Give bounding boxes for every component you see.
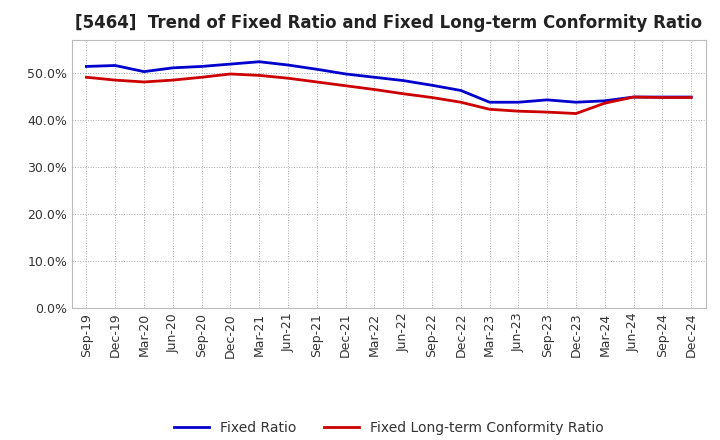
- Fixed Long-term Conformity Ratio: [658, 95, 667, 100]
- Fixed Long-term Conformity Ratio: [370, 87, 379, 92]
- Fixed Long-term Conformity Ratio: [255, 73, 264, 78]
- Fixed Long-term Conformity Ratio: [111, 77, 120, 83]
- Fixed Ratio: [600, 98, 609, 103]
- Fixed Ratio: [658, 95, 667, 100]
- Fixed Ratio: [341, 71, 350, 77]
- Line: Fixed Ratio: Fixed Ratio: [86, 62, 691, 102]
- Fixed Long-term Conformity Ratio: [226, 71, 235, 77]
- Fixed Ratio: [543, 97, 552, 103]
- Fixed Long-term Conformity Ratio: [428, 95, 436, 100]
- Fixed Long-term Conformity Ratio: [140, 79, 148, 84]
- Fixed Long-term Conformity Ratio: [485, 106, 494, 112]
- Fixed Long-term Conformity Ratio: [572, 111, 580, 116]
- Fixed Ratio: [370, 75, 379, 80]
- Fixed Ratio: [284, 62, 292, 68]
- Fixed Long-term Conformity Ratio: [514, 109, 523, 114]
- Fixed Ratio: [514, 99, 523, 105]
- Fixed Long-term Conformity Ratio: [543, 110, 552, 115]
- Fixed Ratio: [572, 99, 580, 105]
- Fixed Ratio: [226, 62, 235, 67]
- Fixed Ratio: [428, 83, 436, 88]
- Fixed Ratio: [629, 95, 638, 100]
- Fixed Ratio: [140, 69, 148, 74]
- Line: Fixed Long-term Conformity Ratio: Fixed Long-term Conformity Ratio: [86, 74, 691, 114]
- Fixed Ratio: [456, 88, 465, 93]
- Fixed Long-term Conformity Ratio: [82, 75, 91, 80]
- Fixed Long-term Conformity Ratio: [312, 79, 321, 84]
- Fixed Ratio: [687, 95, 696, 100]
- Fixed Ratio: [312, 66, 321, 72]
- Fixed Ratio: [255, 59, 264, 64]
- Fixed Ratio: [485, 99, 494, 105]
- Fixed Ratio: [399, 78, 408, 83]
- Fixed Long-term Conformity Ratio: [341, 83, 350, 88]
- Fixed Ratio: [197, 64, 206, 69]
- Fixed Ratio: [168, 65, 177, 70]
- Fixed Long-term Conformity Ratio: [629, 95, 638, 100]
- Fixed Long-term Conformity Ratio: [168, 77, 177, 83]
- Fixed Long-term Conformity Ratio: [600, 100, 609, 106]
- Fixed Long-term Conformity Ratio: [197, 75, 206, 80]
- Fixed Long-term Conformity Ratio: [399, 91, 408, 96]
- Legend: Fixed Ratio, Fixed Long-term Conformity Ratio: Fixed Ratio, Fixed Long-term Conformity …: [168, 415, 609, 440]
- Fixed Ratio: [82, 64, 91, 69]
- Fixed Ratio: [111, 63, 120, 68]
- Fixed Long-term Conformity Ratio: [687, 95, 696, 100]
- Title: [5464]  Trend of Fixed Ratio and Fixed Long-term Conformity Ratio: [5464] Trend of Fixed Ratio and Fixed Lo…: [75, 15, 703, 33]
- Fixed Long-term Conformity Ratio: [284, 76, 292, 81]
- Fixed Long-term Conformity Ratio: [456, 99, 465, 105]
